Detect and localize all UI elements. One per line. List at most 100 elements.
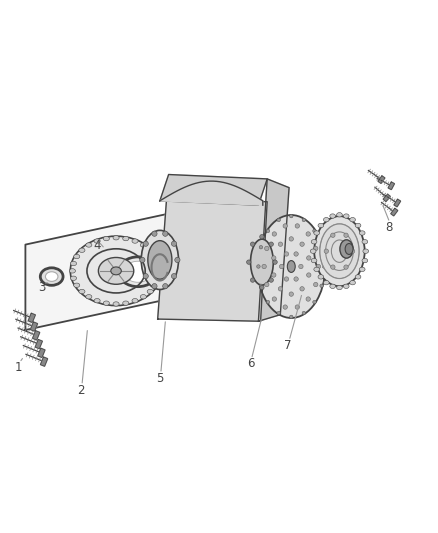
Ellipse shape <box>94 298 100 303</box>
Circle shape <box>152 284 157 289</box>
Ellipse shape <box>71 276 77 280</box>
Ellipse shape <box>40 268 63 285</box>
Polygon shape <box>32 330 40 340</box>
Text: 5: 5 <box>156 372 163 385</box>
Circle shape <box>284 277 289 281</box>
Ellipse shape <box>359 231 365 235</box>
Circle shape <box>344 233 348 237</box>
Ellipse shape <box>111 267 121 275</box>
Text: 3: 3 <box>38 281 45 294</box>
Circle shape <box>277 311 280 315</box>
Ellipse shape <box>340 240 353 258</box>
Circle shape <box>320 246 323 249</box>
Circle shape <box>350 249 355 253</box>
Ellipse shape <box>113 302 119 306</box>
Circle shape <box>314 246 318 251</box>
Ellipse shape <box>141 230 179 289</box>
Circle shape <box>313 301 316 304</box>
Ellipse shape <box>132 239 138 243</box>
Polygon shape <box>158 201 267 321</box>
Ellipse shape <box>103 301 110 305</box>
Text: 7: 7 <box>284 339 292 352</box>
Polygon shape <box>30 322 38 331</box>
Ellipse shape <box>362 239 367 244</box>
Circle shape <box>272 256 276 260</box>
Ellipse shape <box>310 249 316 253</box>
Circle shape <box>331 265 335 269</box>
Polygon shape <box>388 182 395 190</box>
Ellipse shape <box>86 243 92 247</box>
Circle shape <box>302 218 306 222</box>
Ellipse shape <box>323 280 329 285</box>
Ellipse shape <box>336 285 343 290</box>
Ellipse shape <box>148 241 172 279</box>
Circle shape <box>306 232 311 236</box>
Circle shape <box>266 229 270 232</box>
Circle shape <box>324 249 328 253</box>
Polygon shape <box>35 340 42 349</box>
Circle shape <box>313 229 316 232</box>
Ellipse shape <box>355 274 361 279</box>
Ellipse shape <box>318 274 324 279</box>
Circle shape <box>162 284 168 289</box>
Circle shape <box>259 284 263 287</box>
Circle shape <box>283 224 287 228</box>
Circle shape <box>269 242 273 246</box>
Ellipse shape <box>46 272 58 281</box>
Ellipse shape <box>113 236 119 240</box>
Circle shape <box>344 265 348 269</box>
Ellipse shape <box>330 284 336 288</box>
Polygon shape <box>258 179 289 321</box>
Circle shape <box>290 315 293 319</box>
Polygon shape <box>40 357 48 366</box>
Ellipse shape <box>336 213 343 217</box>
Ellipse shape <box>103 237 110 241</box>
Ellipse shape <box>69 269 75 273</box>
Text: 1: 1 <box>14 361 22 374</box>
Ellipse shape <box>359 267 365 271</box>
Ellipse shape <box>140 243 146 247</box>
Circle shape <box>251 242 255 246</box>
Circle shape <box>272 232 276 236</box>
Circle shape <box>277 218 280 222</box>
Circle shape <box>152 231 157 236</box>
Ellipse shape <box>343 284 349 288</box>
Circle shape <box>143 241 148 246</box>
Ellipse shape <box>132 298 138 303</box>
Circle shape <box>300 287 304 291</box>
Ellipse shape <box>287 261 295 272</box>
Ellipse shape <box>311 239 317 244</box>
Circle shape <box>322 265 326 268</box>
Ellipse shape <box>155 276 162 280</box>
Ellipse shape <box>157 269 163 273</box>
Circle shape <box>279 264 284 269</box>
Ellipse shape <box>70 236 162 305</box>
Ellipse shape <box>355 223 361 228</box>
Circle shape <box>289 237 293 241</box>
Ellipse shape <box>74 254 80 259</box>
Circle shape <box>331 233 335 237</box>
Circle shape <box>171 273 177 279</box>
Circle shape <box>283 305 287 309</box>
Text: 8: 8 <box>385 221 392 233</box>
Circle shape <box>171 241 177 246</box>
Circle shape <box>320 284 323 287</box>
Ellipse shape <box>330 214 336 218</box>
Circle shape <box>247 260 251 264</box>
Ellipse shape <box>343 214 349 218</box>
Ellipse shape <box>362 259 367 263</box>
Polygon shape <box>28 313 35 322</box>
Ellipse shape <box>86 295 92 299</box>
Ellipse shape <box>152 283 159 287</box>
Circle shape <box>307 273 311 277</box>
Ellipse shape <box>123 237 129 241</box>
Circle shape <box>284 252 289 256</box>
Circle shape <box>300 242 304 246</box>
Polygon shape <box>383 194 390 201</box>
Ellipse shape <box>79 289 85 294</box>
Circle shape <box>272 297 276 301</box>
Ellipse shape <box>314 231 320 235</box>
Circle shape <box>260 235 264 239</box>
Circle shape <box>273 260 277 264</box>
Ellipse shape <box>147 289 153 294</box>
